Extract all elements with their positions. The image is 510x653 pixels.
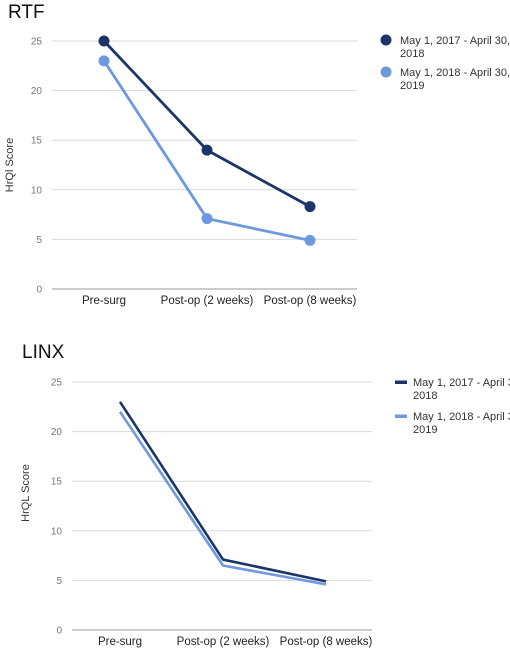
y-axis-label: HrQL Score [20,464,32,522]
data-point [98,35,110,47]
data-point [201,213,213,225]
y-tick-label: 10 [31,185,43,196]
legend-marker [380,66,392,78]
legend-label: May 1, 2018 - April 30,2019 [400,67,510,92]
legend-marker [380,34,392,46]
series-line [118,401,327,583]
x-tick-label: Post-op (8 weeks) [264,295,357,307]
chart-svg: 0 5 10 15 20 25 HrQL Score Pre-surg Post-op (2 w… [20,377,510,648]
y-tick-label: 0 [36,285,42,296]
y-tick-label: 20 [51,427,63,438]
chart-rtf: RTF 0 5 10 15 20 25 HrQl Score Pre-surg Post-op … [0,0,510,318]
data-point [98,55,110,67]
chart-svg: 0 5 10 15 20 25 HrQl Score Pre-surg Post-op (2 w… [4,34,510,307]
data-point [201,144,213,156]
data-point [304,201,316,213]
chart-title: RTF [8,2,45,23]
legend-swatch [395,380,407,384]
y-tick-label: 5 [56,576,62,587]
y-tick-label: 10 [51,526,63,537]
x-tick-label: Post-op (2 weeks) [161,295,254,307]
x-tick-label: Pre-surg [82,295,126,307]
y-tick-label: 15 [31,136,43,147]
chart-title: LINX [22,342,65,363]
legend-label: May 1, 2018 - April 30,2019 [413,411,510,436]
x-tick-label: Post-op (2 weeks) [177,636,270,648]
y-axis-label: HrQl Score [4,138,16,192]
y-tick-label: 25 [51,378,63,389]
x-tick-label: Post-op (8 weeks) [280,636,373,648]
legend-label: May 1, 2017 - April 30,2018 [413,377,510,402]
chart-linx: LINX 0 5 10 15 20 25 HrQL Score Pre-surg Post-op… [0,338,510,653]
y-tick-label: 0 [56,626,62,637]
legend-label: May 1, 2017 - April 30,2018 [400,35,510,60]
series-line [102,40,311,208]
y-tick-label: 20 [31,86,43,97]
y-tick-label: 15 [51,477,63,488]
data-point [304,234,316,246]
y-tick-label: 25 [31,37,43,48]
x-tick-label: Pre-surg [98,636,142,648]
y-tick-label: 5 [36,235,42,246]
series-line [118,411,327,586]
legend-swatch [395,414,407,418]
